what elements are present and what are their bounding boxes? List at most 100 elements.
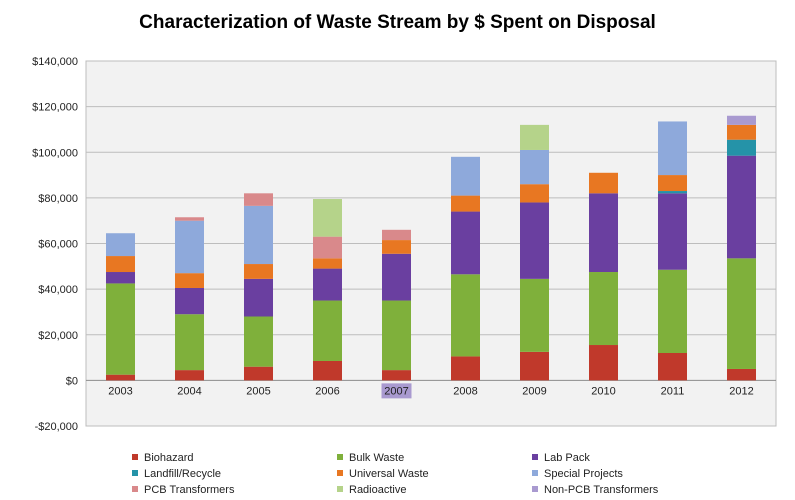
bar-segment xyxy=(106,256,135,273)
bar-segment xyxy=(727,124,756,140)
bar-segment xyxy=(451,195,480,212)
legend-swatch xyxy=(532,486,538,492)
y-tick-label: $40,000 xyxy=(38,284,78,296)
bar-segment xyxy=(589,172,618,194)
bar-segment xyxy=(382,229,411,241)
legend-item: Universal Waste xyxy=(337,468,429,480)
y-tick-label: -$20,000 xyxy=(35,421,78,433)
legend-label: Radioactive xyxy=(349,484,407,496)
bar-segment xyxy=(244,193,273,206)
bar-segment xyxy=(313,360,342,381)
bar-segment xyxy=(520,278,549,352)
bar-segment xyxy=(106,283,135,375)
x-tick-label: 2009 xyxy=(522,385,546,397)
legend-swatch xyxy=(337,486,343,492)
legend-label: Bulk Waste xyxy=(349,452,405,464)
x-tick-label: 2006 xyxy=(315,385,339,397)
bar-segment xyxy=(382,300,411,371)
legend-swatch xyxy=(337,470,343,476)
legend-item: Non-PCB Transformers xyxy=(532,484,658,496)
bar-segment xyxy=(658,193,687,270)
bar-segment xyxy=(313,258,342,269)
legend-item: Radioactive xyxy=(337,484,406,496)
legend-label: Special Projects xyxy=(544,468,623,480)
legend-swatch xyxy=(532,470,538,476)
x-tick-label: 2012 xyxy=(729,385,753,397)
legend-swatch xyxy=(337,454,343,460)
bar-segment xyxy=(451,356,480,381)
bar-segment xyxy=(175,370,204,381)
bar-segment xyxy=(313,300,342,361)
bar-segment xyxy=(313,268,342,301)
bar-segment xyxy=(727,115,756,125)
bar-segment xyxy=(313,199,342,237)
bar-segment xyxy=(589,193,618,273)
y-tick-label: $120,000 xyxy=(32,102,78,114)
bar-segment xyxy=(520,149,549,185)
bar-segment xyxy=(106,233,135,257)
axes: -$20,000 $0 $20,000 $40,000 $60,000 $80,000 $1… xyxy=(32,56,754,433)
bar-segment xyxy=(451,156,480,196)
bar-segment xyxy=(589,345,618,381)
bar-segment xyxy=(727,155,756,259)
legend-item: Special Projects xyxy=(532,468,623,480)
bar-segment xyxy=(175,287,204,315)
bar-segment xyxy=(451,274,480,357)
x-tick-label: 2005 xyxy=(246,385,270,397)
bar-segment xyxy=(175,314,204,371)
legend-label: Landfill/Recycle xyxy=(144,468,222,480)
legend-swatch xyxy=(532,454,538,460)
legend-item: PCB Transformers xyxy=(132,484,234,496)
legend-item: Lab Pack xyxy=(532,452,590,464)
bar-segment xyxy=(175,273,204,288)
legend-swatch xyxy=(132,470,138,476)
legend-label: Universal Waste xyxy=(349,468,429,480)
legend-label: Biohazard xyxy=(144,452,194,464)
bar-segment xyxy=(382,370,411,381)
bar-segment xyxy=(106,272,135,284)
bar-segment xyxy=(382,253,411,301)
bar-segment xyxy=(727,368,756,381)
y-tick-label: $0 xyxy=(66,375,78,387)
bar-segment xyxy=(658,191,687,194)
bar-segment xyxy=(727,258,756,369)
bar-segment xyxy=(313,236,342,259)
bar-segment xyxy=(106,374,135,381)
bar-segment xyxy=(658,269,687,353)
y-tick-label: $60,000 xyxy=(38,239,78,251)
bar-segment xyxy=(451,211,480,275)
x-tick-highlight xyxy=(381,383,412,399)
legend-item: Bulk Waste xyxy=(337,452,404,464)
bar-segment xyxy=(520,202,549,279)
legend-label: PCB Transformers xyxy=(144,484,235,496)
y-tick-label: $100,000 xyxy=(32,147,78,159)
legend-item: Biohazard xyxy=(132,452,194,464)
x-tick-label: 2011 xyxy=(661,385,685,397)
bar-segment xyxy=(175,220,204,274)
bar-segment xyxy=(658,353,687,381)
chart-title: Characterization of Waste Stream by $ Sp… xyxy=(139,12,656,33)
y-tick-label: $20,000 xyxy=(38,330,78,342)
bar-segment xyxy=(244,316,273,367)
bar-segment xyxy=(244,366,273,381)
legend-label: Non-PCB Transformers xyxy=(544,484,659,496)
legend-item: Landfill/Recycle xyxy=(132,468,221,480)
x-tick-label: 2003 xyxy=(108,385,132,397)
bar-segment xyxy=(244,264,273,279)
y-tick-label: $80,000 xyxy=(38,193,78,205)
bar-segment xyxy=(520,351,549,381)
bar-segment xyxy=(520,124,549,150)
x-tick-label: 2004 xyxy=(177,385,201,397)
bar-segment xyxy=(727,139,756,156)
legend-swatch xyxy=(132,454,138,460)
legend-swatch xyxy=(132,486,138,492)
x-tick-label: 2010 xyxy=(591,385,615,397)
bar-segment xyxy=(520,184,549,203)
bar-segment xyxy=(658,175,687,192)
x-tick-label: 2008 xyxy=(453,385,477,397)
bar-segment xyxy=(244,278,273,317)
bar-segment xyxy=(658,121,687,176)
y-tick-label: $140,000 xyxy=(32,56,78,68)
bar-segment xyxy=(382,240,411,254)
